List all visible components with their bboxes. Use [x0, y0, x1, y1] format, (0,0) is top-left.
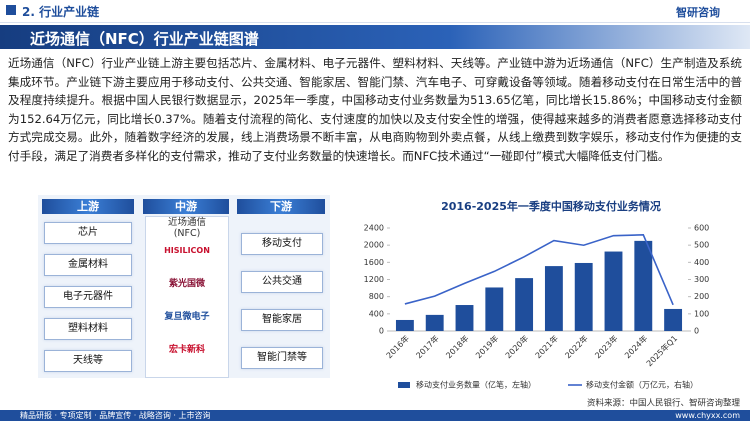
- title-band: [0, 25, 750, 49]
- x-tick-label: 2021年: [533, 333, 560, 360]
- bar: [634, 240, 653, 331]
- y2-tick-label: 600: [694, 224, 709, 233]
- x-tick-label: 2023年: [593, 333, 620, 360]
- downstream-item: 智能家居: [241, 309, 323, 331]
- bar: [604, 251, 623, 331]
- y2-tick-label: 100: [694, 309, 709, 318]
- x-tick-label: 2020年: [503, 333, 530, 360]
- source: 资料来源：中国人民银行、智研咨询整理: [587, 398, 741, 409]
- y2-tick-label: 300: [694, 275, 709, 284]
- bar: [574, 262, 593, 331]
- upstream-head: 上游: [42, 199, 134, 214]
- x-tick-label: 2025年Q1: [644, 333, 679, 368]
- page-title: 近场通信（NFC）行业产业链图谱: [30, 30, 259, 48]
- company-logo: 紫光国微: [168, 279, 205, 289]
- y2-tick-label: 400: [694, 258, 709, 267]
- upstream-item: 电子元器件: [44, 286, 132, 308]
- bar: [544, 266, 563, 331]
- logo: 智研咨询: [676, 6, 720, 19]
- midstream-panel: [145, 216, 229, 378]
- x-tick-label: 2019年: [473, 333, 500, 360]
- bar: [664, 308, 683, 331]
- y-tick-label: 800: [369, 292, 384, 301]
- x-tick-label: 2016年: [384, 333, 411, 360]
- bar: [455, 305, 474, 331]
- midstream-subtitle: 近场通信 (NFC): [167, 217, 206, 239]
- x-tick-label: 2018年: [444, 333, 471, 360]
- section-icon: [6, 5, 16, 15]
- footer-website: www.chyxx.com: [675, 411, 740, 420]
- bar: [395, 319, 414, 331]
- bar: [425, 314, 444, 331]
- y2-tick-label: 0: [694, 327, 699, 336]
- downstream-item: 公共交通: [241, 271, 323, 293]
- bar: [515, 278, 534, 331]
- y-tick-label: 400: [369, 309, 384, 318]
- footer-services: 精品研报 · 专项定制 · 品牌宣传 · 战略咨询 · 上市咨询: [20, 411, 211, 420]
- paragraph: 近场通信（NFC）行业产业链上游主要包括芯片、金属材料、电子元器件、塑料材料、天…: [8, 56, 742, 163]
- y-tick-label: 2400: [364, 224, 384, 233]
- y-tick-label: 2000: [364, 241, 384, 250]
- top-bar: [0, 0, 750, 23]
- legend-swatch: [398, 382, 410, 388]
- upstream-item: 芯片: [44, 222, 132, 244]
- chart-title-bg: [362, 197, 742, 215]
- legend-label: 移动支付业务数量（亿笔，左轴）: [416, 380, 536, 390]
- x-tick-label: 2022年: [563, 333, 590, 360]
- y-tick-label: 0: [379, 327, 384, 336]
- x-tick-label: 2017年: [414, 333, 441, 360]
- y-tick-label: 1200: [364, 275, 384, 284]
- company-logo: 宏卡新科: [168, 345, 205, 355]
- y-tick-label: 1600: [364, 258, 384, 267]
- x-tick-label: 2024年: [622, 333, 649, 360]
- downstream-head: 下游: [237, 199, 325, 214]
- line: [404, 234, 674, 306]
- legend-label: 移动支付金额（万亿元，右轴）: [586, 380, 698, 390]
- upstream-item: 金属材料: [44, 254, 132, 276]
- company-logo: HISILICON: [164, 246, 210, 255]
- company-logo: 复旦微电子: [164, 312, 210, 322]
- y2-tick-label: 200: [694, 292, 709, 301]
- upstream-item: 塑料材料: [44, 318, 132, 340]
- section: 2. 行业产业链: [22, 5, 100, 19]
- downstream-item: 移动支付: [241, 233, 323, 255]
- y2-tick-label: 500: [694, 241, 709, 250]
- bar: [485, 287, 504, 331]
- midstream-head: 中游: [143, 199, 229, 214]
- footer-bar: [0, 410, 750, 421]
- chart-title: 2016-2025年一季度中国移动支付业务情况: [441, 199, 661, 213]
- downstream-item: 智能门禁等: [241, 347, 323, 369]
- upstream-item: 天线等: [44, 350, 132, 372]
